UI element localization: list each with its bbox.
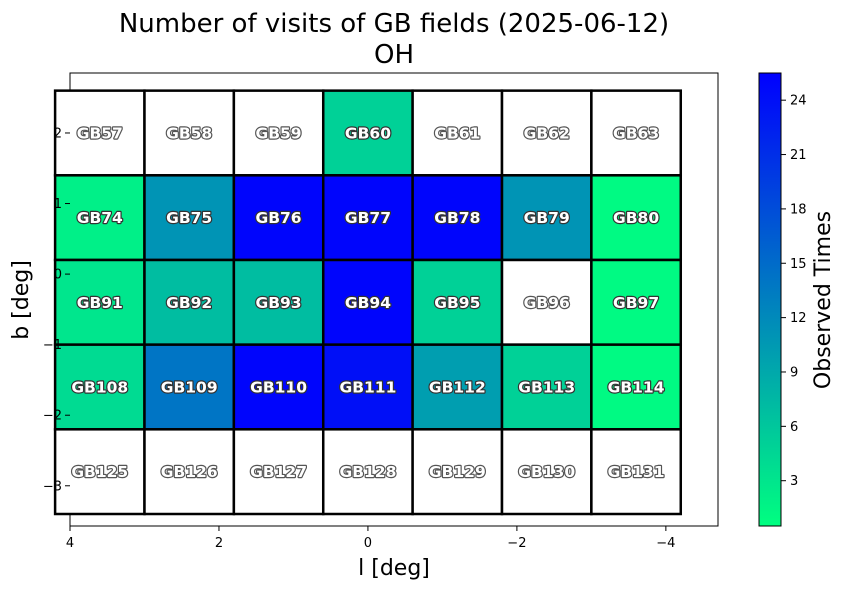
colorbar-tick-label: 24 [790,94,807,109]
field-cell [143,258,236,346]
x-tick-label: −2 [507,536,526,551]
field-label: GB126 [161,463,218,481]
y-tick-label: −1 [43,338,62,353]
colorbar-tick-label: 6 [790,420,798,435]
field-cell [411,343,504,431]
x-tick-label: −4 [656,536,675,551]
field-label: GB110 [250,378,307,396]
field-label: GB59 [255,124,301,142]
field-label: GB95 [434,294,480,312]
field-label: GB77 [345,209,391,227]
field-cell [321,89,414,177]
field-label: GB57 [77,124,123,142]
field-label: GB109 [161,378,218,396]
field-label: GB113 [518,378,575,396]
colorbar-tick-label: 12 [790,311,807,326]
field-cell [143,174,236,262]
colorbar-tick-label: 3 [790,474,798,489]
field-label: GB63 [613,124,659,142]
field-label: GB79 [524,209,570,227]
chart-title: Number of visits of GB fields (2025-06-1… [119,9,669,39]
y-axis-ticks: 2 1 0 −1 −2 −3 [43,126,70,494]
field-cell [53,174,146,262]
field-label: GB92 [166,294,212,312]
field-cell [411,174,504,262]
field-label: GB91 [77,294,123,312]
field-label: GB129 [429,463,486,481]
x-tick-label: 0 [364,536,372,551]
field-cell [500,258,593,346]
plot-area: GB57 GB58 GB59 GB60 GB61 GB62 GB63 GB74 GB75 GB76… [53,72,719,527]
field-cell [590,428,683,516]
colorbar-tick-label: 9 [790,365,798,380]
field-label: GB125 [71,463,128,481]
chart-subtitle: OH [374,40,414,70]
field-cell [232,258,325,346]
field-label: GB61 [434,124,480,142]
field-cell [143,428,236,516]
field-label: GB94 [345,294,391,312]
y-tick-label: −3 [43,479,62,494]
field-label: GB127 [250,463,307,481]
field-label: GB58 [166,124,212,142]
field-label: GB111 [339,378,396,396]
field-label: GB97 [613,294,659,312]
field-cell [143,343,236,431]
field-cell [590,89,683,177]
y-tick-label: 0 [54,268,62,283]
field-label: GB60 [345,124,391,142]
field-cell [232,428,325,516]
field-cell [500,89,593,177]
x-axis-label: l [deg] [358,556,430,581]
field-label: GB62 [524,124,570,142]
field-cell [500,343,593,431]
colorbar-tick-label: 18 [790,202,807,217]
field-label: GB93 [255,294,301,312]
y-tick-label: 2 [54,126,62,141]
field-label: GB112 [429,378,486,396]
field-label: GB78 [434,209,480,227]
field-cell [53,428,146,516]
colorbar-tick-label: 15 [790,257,807,272]
field-label: GB75 [166,209,212,227]
field-cells [53,89,683,516]
y-tick-label: −2 [43,409,62,424]
field-label: GB80 [613,209,659,227]
colorbar-gradient [758,72,782,527]
field-label: GB108 [71,378,128,396]
field-label: GB96 [524,294,570,312]
field-cell [321,428,414,516]
colorbar-label: Observed Times [811,211,836,389]
field-label: GB76 [255,209,301,227]
x-tick-label: 2 [215,536,223,551]
colorbar: 3 6 9 12 15 18 21 24 [758,72,807,527]
field-labels: GB57 GB58 GB59 GB60 GB61 GB62 GB63 GB74 GB75 GB76… [70,123,666,482]
field-cell [321,174,414,262]
y-tick-label: 1 [54,197,62,212]
field-label: GB114 [608,378,665,396]
field-label: GB130 [518,463,575,481]
field-label: GB128 [339,463,396,481]
colorbar-tick-label: 21 [790,148,807,163]
field-cell [590,174,683,262]
colorbar-ticks: 3 6 9 12 15 18 21 24 [781,94,807,489]
y-axis-label: b [deg] [9,260,34,340]
x-tick-label: 4 [66,536,74,551]
x-axis-ticks: 4 2 0 −2 −4 [66,526,675,551]
field-label: GB74 [77,209,123,227]
field-label: GB131 [608,463,665,481]
